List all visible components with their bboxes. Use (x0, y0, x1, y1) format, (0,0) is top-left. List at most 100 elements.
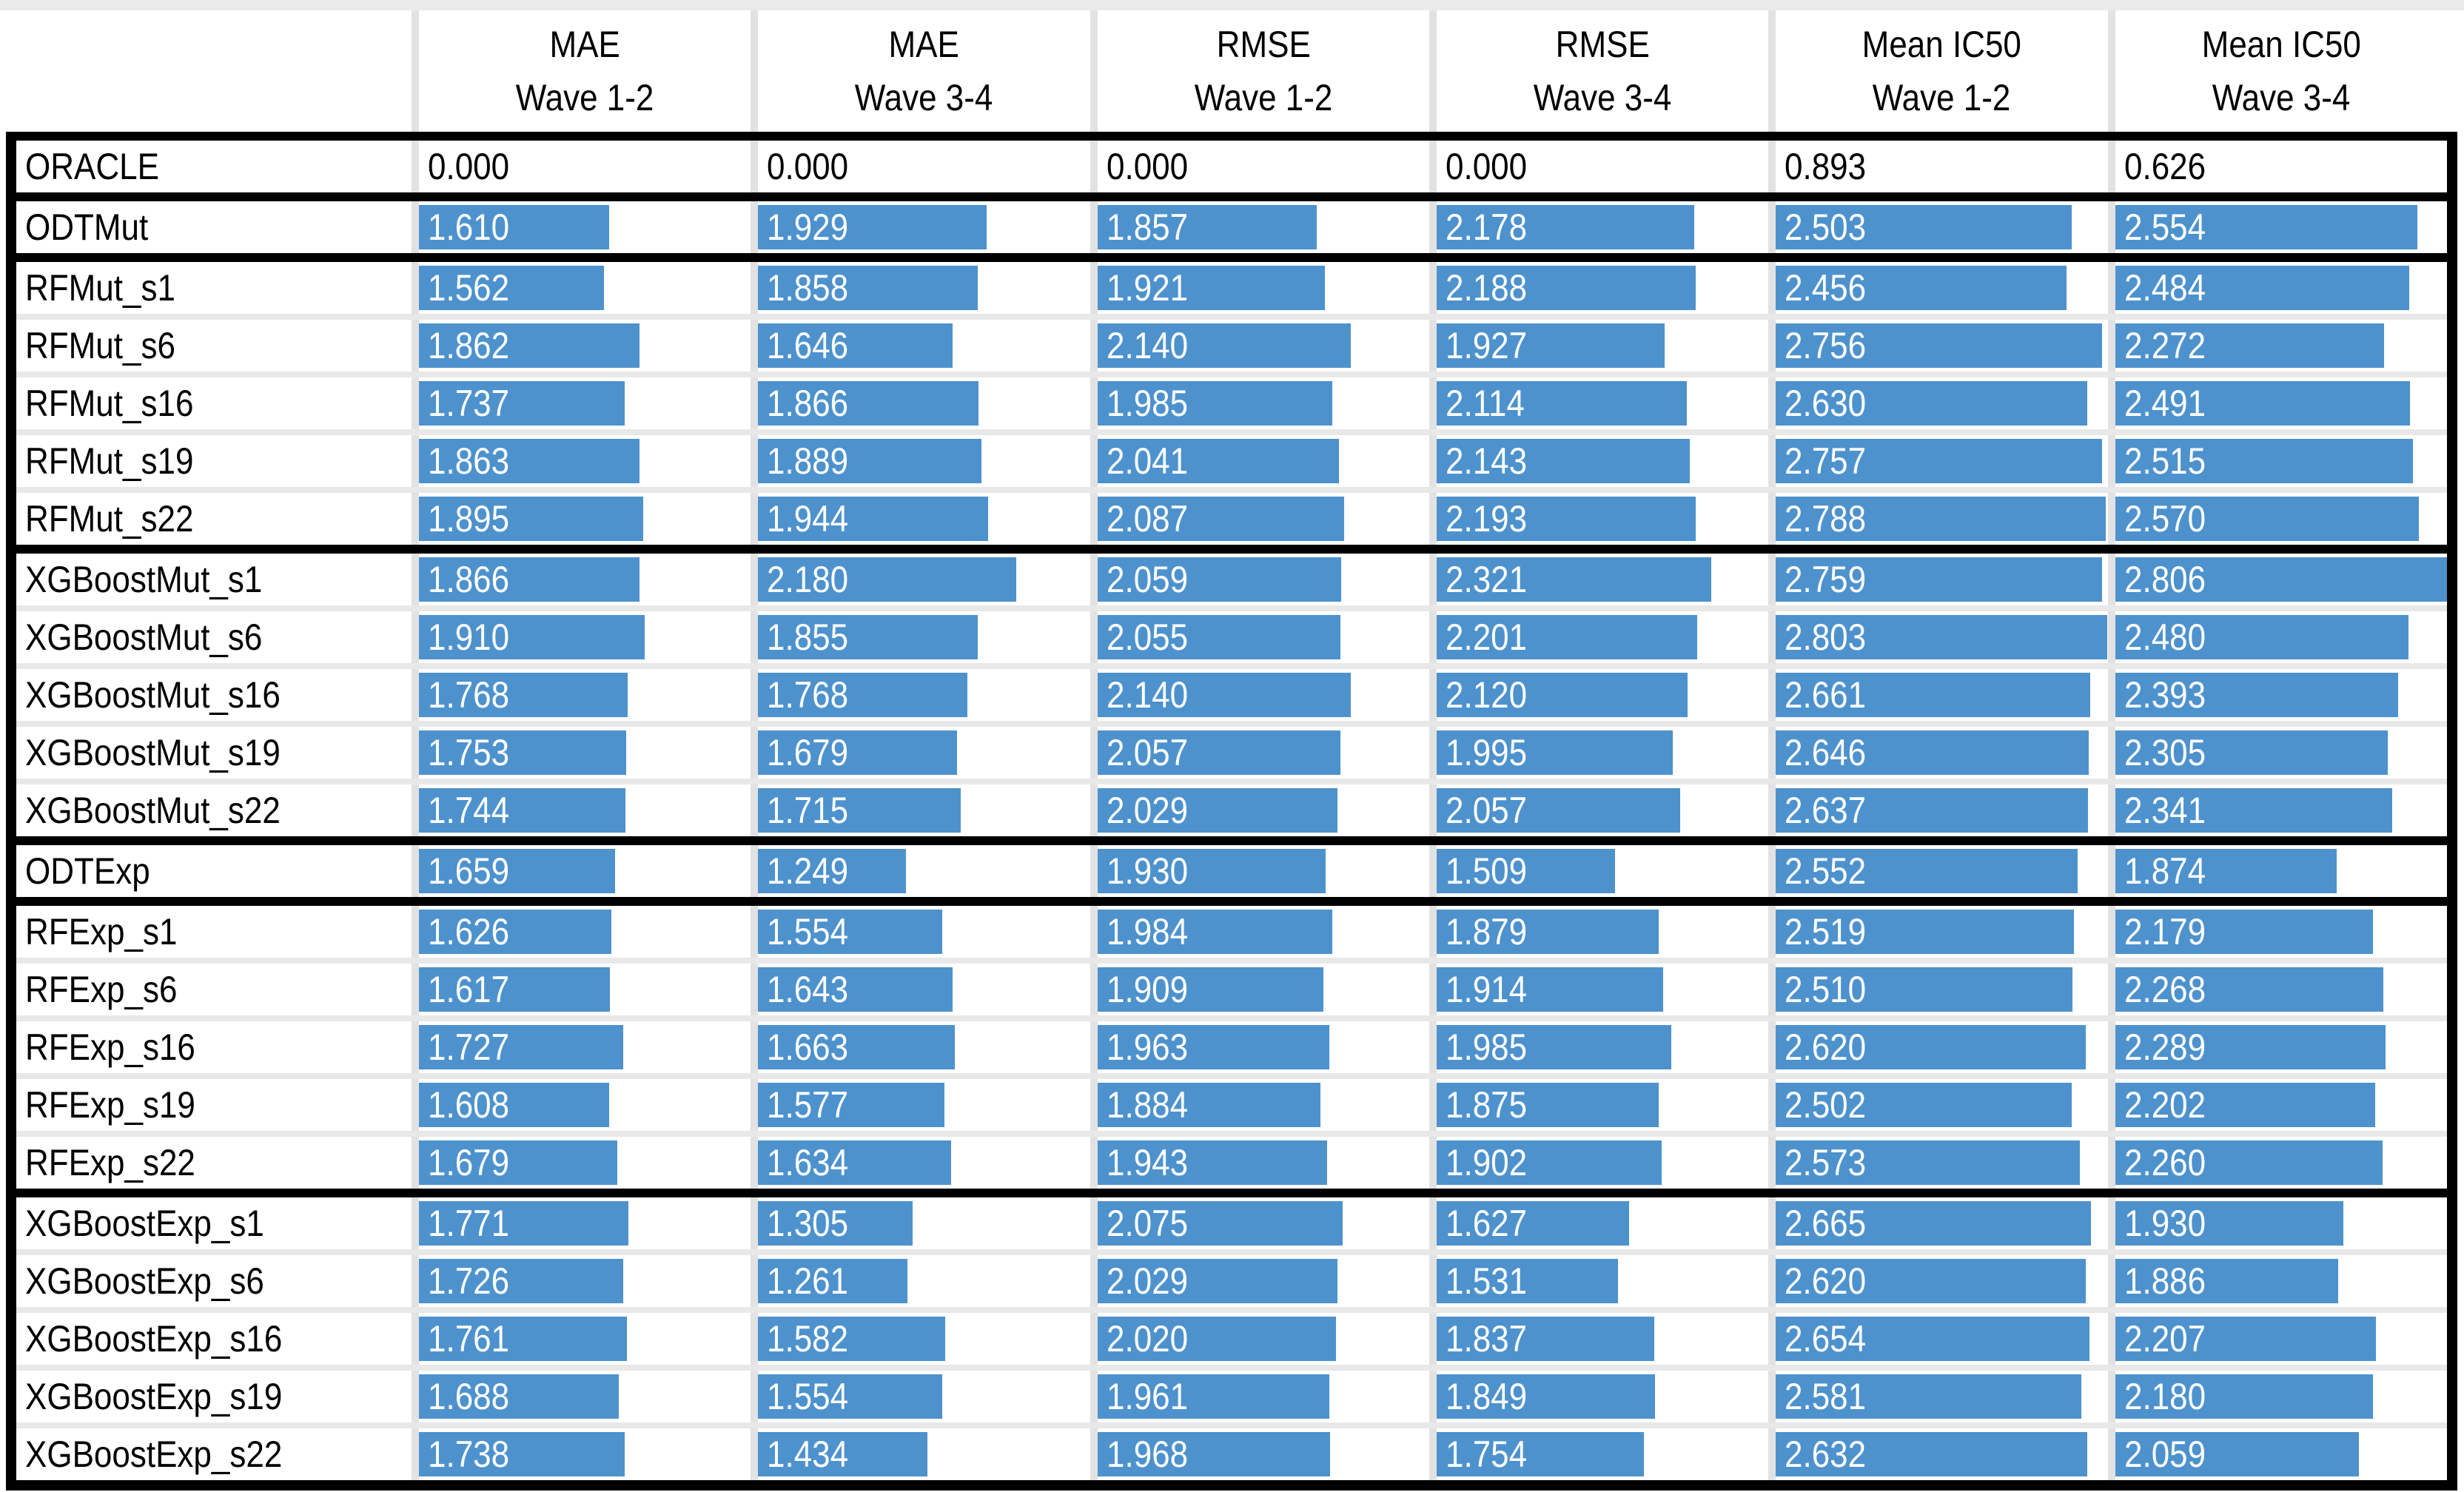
cell-value-text: 1.875 (1446, 1084, 1528, 1126)
cell-value: 2.178 (1437, 201, 1768, 253)
cell-value: 2.120 (1437, 669, 1768, 721)
cell-value: 1.858 (758, 262, 1090, 314)
column-header: RMSE Wave 1-2 (1090, 10, 1429, 132)
value-cell: 2.202 (2107, 1079, 2447, 1131)
cell-value-text: 1.943 (1106, 1142, 1188, 1183)
cell-value: 1.929 (758, 201, 1090, 253)
cell-value-text: 1.771 (428, 1203, 510, 1244)
cell-value: 1.963 (1098, 1021, 1429, 1073)
value-cell: 2.020 (1090, 1313, 1429, 1365)
cell-value-text: 2.201 (1446, 616, 1528, 658)
row-label-text: RFMut_s6 (25, 325, 175, 366)
cell-value-text: 1.855 (767, 616, 849, 658)
data-bar (1097, 730, 1341, 775)
cell-value: 1.261 (758, 1255, 1090, 1307)
data-bar (419, 730, 627, 775)
cell-value-text: 2.665 (1785, 1203, 1867, 1244)
table-row: XGBoostExp_s1 1.771 1.305 2.075 1.627 2.665 1.… (16, 1197, 2447, 1249)
column-header-text: Wave 3-4 (1533, 77, 1672, 118)
cell-value: 2.519 (1776, 906, 2107, 958)
row-label-text: XGBoostExp_s6 (25, 1260, 264, 1302)
cell-value-text: 2.180 (767, 559, 849, 600)
data-bar (758, 1374, 942, 1419)
cell-value-text: 1.944 (767, 498, 849, 540)
cell-value-text: 1.643 (767, 969, 849, 1010)
cell-value-text: 1.768 (428, 674, 510, 716)
cell-value: 1.984 (1098, 906, 1429, 958)
cell-value-text: 2.059 (1106, 559, 1188, 600)
value-cell: 1.985 (1429, 1021, 1768, 1073)
table-row: XGBoostExp_s16 1.761 1.582 2.020 1.837 2.654 2… (16, 1307, 2447, 1365)
data-bar (419, 323, 640, 368)
data-bar (1776, 615, 2108, 659)
value-cell: 2.268 (2107, 964, 2447, 1015)
data-bar (758, 557, 1016, 602)
row-label: RFMut_s1 (16, 262, 412, 314)
cell-value-text: 1.995 (1446, 732, 1528, 773)
cell-value: 2.646 (1776, 727, 2107, 779)
cell-value-text: 2.341 (2124, 790, 2206, 831)
value-cell: 1.837 (1429, 1313, 1768, 1365)
data-bar (1776, 1317, 2090, 1361)
value-cell: 1.627 (1429, 1197, 1768, 1249)
value-cell: 1.509 (1429, 845, 1768, 897)
value-cell: 1.930 (2107, 1197, 2447, 1249)
data-bar (1437, 557, 1711, 602)
cell-value-text: 2.661 (1785, 674, 1867, 716)
row-label: RFExp_s6 (16, 964, 412, 1015)
cell-value: 2.757 (1776, 435, 2107, 487)
data-bar (419, 1259, 623, 1303)
header-row: MAE Wave 1-2 MAE Wave 3-4 RMSE Wave 1-2 RMSE Wa… (6, 10, 2457, 132)
cell-value-text: 1.884 (1106, 1084, 1188, 1126)
cell-value: 1.753 (419, 727, 751, 779)
row-label: RFMut_s19 (16, 435, 412, 487)
value-cell: 2.630 (1768, 377, 2107, 429)
value-cell: 1.768 (412, 669, 751, 721)
table-row: XGBoostExp_s6 1.726 1.261 2.029 1.531 2.620 1.… (16, 1249, 2447, 1307)
value-cell: 1.659 (412, 845, 751, 897)
cell-value: 0.000 (419, 141, 751, 192)
data-bar (2115, 266, 2409, 310)
data-bar (2115, 910, 2373, 954)
value-cell: 2.661 (1768, 669, 2107, 721)
value-cell: 2.029 (1090, 784, 1429, 836)
data-bar (758, 266, 978, 310)
value-cell: 2.178 (1429, 201, 1768, 253)
cell-value-text: 1.866 (428, 559, 510, 600)
value-cell: 1.858 (751, 262, 1090, 314)
value-cell: 1.862 (412, 320, 751, 372)
column-header: Mean IC50 Wave 1-2 (1768, 10, 2107, 132)
cell-value: 0.626 (2115, 141, 2447, 192)
column-header-metric: MAE (758, 18, 1090, 71)
cell-value: 1.634 (758, 1137, 1090, 1189)
value-cell: 2.393 (2107, 669, 2447, 721)
cell-value-text: 1.261 (767, 1260, 849, 1302)
cell-value-text: 1.984 (1106, 911, 1188, 952)
value-cell: 1.849 (1429, 1371, 1768, 1422)
cell-value-text: 1.646 (767, 325, 849, 366)
cell-value-text: 2.041 (1106, 440, 1188, 482)
row-label: XGBoostExp_s16 (16, 1313, 412, 1365)
table-row: XGBoostExp_s19 1.688 1.554 1.961 1.849 2.581 2… (16, 1365, 2447, 1422)
cell-value: 1.874 (2115, 845, 2447, 897)
cell-value-text: 1.249 (767, 850, 849, 892)
row-label: RFMut_s16 (16, 377, 412, 429)
cell-value: 2.788 (1776, 493, 2107, 545)
cell-value-text: 1.727 (428, 1026, 510, 1068)
data-bar (2115, 1140, 2383, 1185)
cell-value-text: 2.193 (1446, 498, 1528, 540)
value-cell: 2.491 (2107, 377, 2447, 429)
cell-value: 1.961 (1098, 1371, 1429, 1422)
table-row: RFExp_s1 1.626 1.554 1.984 1.879 2.519 2.179 (16, 906, 2447, 958)
cell-value: 1.249 (758, 845, 1090, 897)
value-cell: 1.910 (412, 611, 751, 663)
cell-value-text: 1.663 (767, 1026, 849, 1068)
cell-value-text: 2.803 (1785, 616, 1867, 658)
data-bar (758, 615, 978, 659)
row-label-text: XGBoostExp_s16 (25, 1318, 283, 1360)
data-bar (1437, 788, 1680, 833)
cell-value: 1.626 (419, 906, 751, 958)
value-cell: 1.909 (1090, 964, 1429, 1015)
column-header-text: Wave 1-2 (1873, 77, 2011, 118)
value-cell: 2.806 (2107, 554, 2447, 605)
